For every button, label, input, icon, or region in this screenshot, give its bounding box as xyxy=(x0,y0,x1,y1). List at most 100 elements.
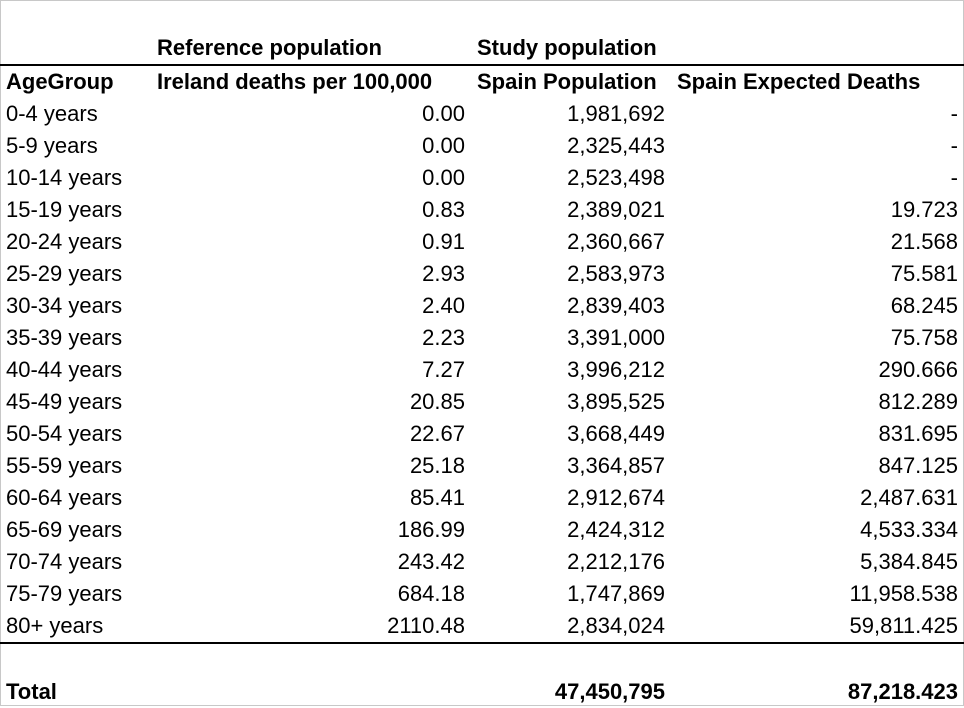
age-group-cell: 15-19 years xyxy=(6,197,123,222)
age-group-cell: 70-74 years xyxy=(6,549,123,574)
spain-population-cell: 2,839,403 xyxy=(567,293,665,318)
spain-expected-deaths-cell: 847.125 xyxy=(878,453,958,478)
spain-population-cell: 2,212,176 xyxy=(567,549,665,574)
age-group-cell: 45-49 years xyxy=(6,389,123,414)
ireland-deaths-cell: 25.18 xyxy=(409,453,465,478)
study-population-header: Study population xyxy=(477,35,657,60)
age-group-cell: 25-29 years xyxy=(6,261,123,286)
ireland-deaths-header: Ireland deaths per 100,000 xyxy=(151,64,471,98)
spain-population-cell: 2,834,024 xyxy=(471,610,671,644)
spain-expected-deaths-cell: 2,487.631 xyxy=(860,485,958,510)
spain-expected-deaths-cell: 5,384.845 xyxy=(860,549,958,574)
age-group-cell: 60-64 years xyxy=(6,485,123,510)
ireland-deaths-cell: 22.67 xyxy=(409,421,465,446)
spain-population-cell: 2,424,312 xyxy=(567,517,665,542)
group-header-empty-right xyxy=(671,32,964,65)
ireland-deaths-cell: 2.40 xyxy=(422,293,465,318)
age-group-cell: 40-44 years xyxy=(6,357,123,382)
spain-population-cell: 3,668,449 xyxy=(567,421,665,446)
age-group-cell: 50-54 years xyxy=(6,421,123,446)
spain-expected-deaths-cell: 11,958.538 xyxy=(849,581,958,606)
table-row: 30-34 years 2.40 2,839,403 68.245 xyxy=(0,290,964,322)
spain-expected-deaths-cell: 59,811.425 xyxy=(671,610,964,644)
table-row: 15-19 years 0.83 2,389,021 19.723 xyxy=(0,194,964,226)
ireland-deaths-cell: 0.83 xyxy=(422,197,465,222)
table-row: 20-24 years 0.91 2,360,667 21.568 xyxy=(0,226,964,258)
spain-population-cell: 2,389,021 xyxy=(567,197,665,222)
table-row: 40-44 years 7.27 3,996,212 290.666 xyxy=(0,354,964,386)
age-group-cell: 0-4 years xyxy=(6,101,98,126)
age-group-cell: 10-14 years xyxy=(6,165,123,190)
spain-population-cell: 2,360,667 xyxy=(567,229,665,254)
spain-population-cell: 2,912,674 xyxy=(567,485,665,510)
table-row: 35-39 years 2.23 3,391,000 75.758 xyxy=(0,322,964,354)
spain-population-cell: 2,523,498 xyxy=(567,165,665,190)
total-ireland-deaths-empty xyxy=(151,676,471,708)
ireland-deaths-cell: 2.93 xyxy=(422,261,465,286)
age-group-cell: 30-34 years xyxy=(6,293,123,318)
spain-population-cell: 2,325,443 xyxy=(567,133,665,158)
spain-expected-deaths-cell: - xyxy=(950,165,958,190)
age-group-cell: 5-9 years xyxy=(6,133,98,158)
total-label: Total xyxy=(6,679,57,704)
spacer-row xyxy=(0,643,964,676)
spain-population-cell: 3,391,000 xyxy=(567,325,665,350)
age-group-cell: 75-79 years xyxy=(6,581,123,606)
spain-expected-deaths-cell: 4,533.334 xyxy=(860,517,958,542)
spacer-cell xyxy=(471,643,671,676)
spain-expected-deaths-cell: 68.245 xyxy=(890,293,958,318)
standardization-table: Reference population Study population Ag… xyxy=(0,32,964,708)
spain-population-cell: 1,747,869 xyxy=(567,581,665,606)
total-row: Total 47,450,795 87,218.423 xyxy=(0,676,964,708)
spacer-cell xyxy=(151,643,471,676)
spain-population-cell: 3,364,857 xyxy=(567,453,665,478)
spacer-cell xyxy=(0,643,151,676)
ireland-deaths-cell: 2110.48 xyxy=(151,610,471,644)
ireland-deaths-cell: 2.23 xyxy=(422,325,465,350)
age-group-cell: 20-24 years xyxy=(6,229,123,254)
spacer-cell xyxy=(671,643,964,676)
table-row: 60-64 years 85.41 2,912,674 2,487.631 xyxy=(0,482,964,514)
ireland-deaths-cell: 0.00 xyxy=(422,101,465,126)
ireland-deaths-cell: 684.18 xyxy=(397,581,465,606)
table-row: 80+ years 2110.48 2,834,024 59,811.425 xyxy=(0,610,964,644)
spain-population-header: Spain Population xyxy=(471,64,671,98)
age-group-cell: 65-69 years xyxy=(6,517,123,542)
table-row: 5-9 years 0.00 2,325,443 - xyxy=(0,130,964,162)
table-row: 45-49 years 20.85 3,895,525 812.289 xyxy=(0,386,964,418)
table-row: 0-4 years 0.00 1,981,692 - xyxy=(0,98,964,130)
ireland-deaths-cell: 20.85 xyxy=(409,389,465,414)
group-header-row: Reference population Study population xyxy=(0,32,964,65)
spain-expected-deaths-cell: 21.568 xyxy=(890,229,958,254)
ireland-deaths-cell: 186.99 xyxy=(397,517,465,542)
table-row: 55-59 years 25.18 3,364,857 847.125 xyxy=(0,450,964,482)
age-group-cell: 80+ years xyxy=(0,610,151,644)
spain-expected-deaths-cell: 812.289 xyxy=(878,389,958,414)
table-row: 10-14 years 0.00 2,523,498 - xyxy=(0,162,964,194)
ireland-deaths-cell: 0.91 xyxy=(422,229,465,254)
spain-population-cell: 1,981,692 xyxy=(567,101,665,126)
spain-population-cell: 3,996,212 xyxy=(567,357,665,382)
ireland-deaths-cell: 85.41 xyxy=(409,485,465,510)
spain-expected-deaths-cell: - xyxy=(950,101,958,126)
ireland-deaths-cell: 7.27 xyxy=(422,357,465,382)
spain-expected-deaths-cell: 290.666 xyxy=(878,357,958,382)
group-header-empty xyxy=(0,32,151,65)
spain-expected-deaths-cell: 19.723 xyxy=(890,197,958,222)
total-spain-population: 47,450,795 xyxy=(554,679,665,704)
spain-expected-deaths-cell: 75.758 xyxy=(890,325,958,350)
spain-expected-deaths-cell: 75.581 xyxy=(890,261,958,286)
table-row: 65-69 years 186.99 2,424,312 4,533.334 xyxy=(0,514,964,546)
column-header-row: AgeGroup Ireland deaths per 100,000 Spai… xyxy=(0,64,964,98)
table-row: 75-79 years 684.18 1,747,869 11,958.538 xyxy=(0,578,964,610)
spain-population-cell: 3,895,525 xyxy=(567,389,665,414)
table-row: 70-74 years 243.42 2,212,176 5,384.845 xyxy=(0,546,964,578)
table-row: 25-29 years 2.93 2,583,973 75.581 xyxy=(0,258,964,290)
age-group-cell: 55-59 years xyxy=(6,453,123,478)
ireland-deaths-cell: 0.00 xyxy=(422,165,465,190)
spain-expected-deaths-cell: 831.695 xyxy=(878,421,958,446)
age-group-header: AgeGroup xyxy=(0,64,151,98)
spain-expected-deaths-header: Spain Expected Deaths xyxy=(671,64,964,98)
reference-population-header: Reference population xyxy=(157,35,382,60)
ireland-deaths-cell: 243.42 xyxy=(397,549,465,574)
